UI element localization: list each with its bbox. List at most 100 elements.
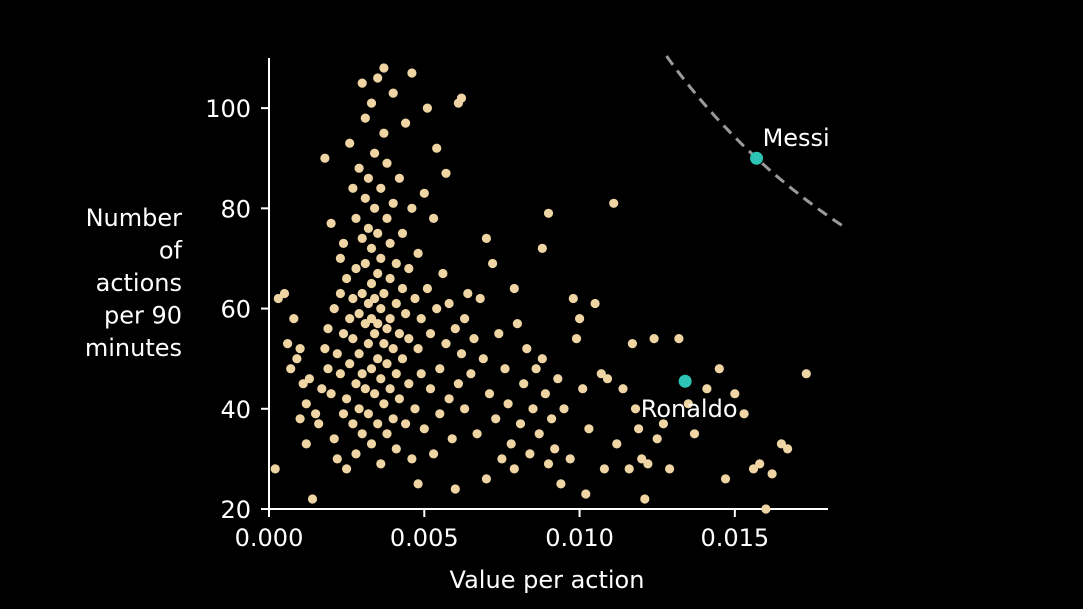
data-point — [366, 278, 377, 289]
data-point — [755, 459, 765, 469]
data-point — [348, 293, 358, 304]
data-point — [612, 439, 622, 449]
data-point — [373, 228, 383, 238]
data-point — [366, 243, 377, 253]
x-tick-label: 0.010 — [545, 524, 614, 552]
data-point — [360, 113, 370, 123]
data-point — [338, 238, 349, 248]
data-point — [366, 98, 377, 108]
y-axis-label: Number of actions per 90 minutes — [85, 204, 183, 362]
data-point — [376, 253, 386, 263]
data-point — [537, 243, 547, 253]
y-tick-label: 40 — [220, 396, 251, 424]
data-point — [528, 404, 538, 414]
data-point — [602, 374, 613, 384]
data-point — [584, 424, 594, 434]
data-point — [357, 288, 367, 299]
x-tick-label: 0.015 — [700, 524, 769, 552]
data-point — [348, 334, 358, 344]
data-point — [354, 163, 364, 173]
data-point — [739, 409, 749, 419]
data-point — [543, 459, 554, 469]
data-point — [497, 454, 507, 464]
data-point — [581, 489, 591, 499]
data-point — [397, 354, 408, 364]
data-point — [397, 283, 408, 294]
data-point — [466, 369, 476, 379]
data-point — [422, 283, 432, 294]
data-point — [410, 404, 420, 414]
data-point — [503, 399, 513, 409]
data-point — [394, 394, 404, 404]
data-point — [640, 494, 650, 504]
data-point — [394, 173, 404, 183]
data-point — [491, 414, 501, 424]
data-point — [382, 429, 392, 439]
data-point — [450, 484, 460, 494]
data-point — [382, 324, 392, 334]
axis-ticks: 0.000 0.005 0.010 0.015 20 40 60 80 100 — [205, 95, 769, 552]
data-point — [388, 88, 398, 98]
data-point — [329, 434, 339, 444]
data-point — [506, 439, 516, 449]
data-point — [665, 464, 675, 474]
data-point — [720, 474, 731, 484]
data-point — [460, 404, 470, 414]
data-point — [432, 304, 442, 314]
data-point — [512, 319, 523, 329]
data-point — [376, 374, 386, 384]
data-point — [357, 429, 367, 439]
data-point — [413, 248, 423, 258]
data-point — [385, 314, 395, 324]
highlight-point-ronaldo — [678, 374, 692, 388]
data-point — [429, 213, 439, 223]
data-point — [373, 73, 383, 83]
data-point — [559, 404, 569, 414]
data-point — [283, 339, 293, 349]
data-point — [652, 434, 662, 444]
data-point — [469, 334, 479, 344]
data-point — [702, 384, 712, 394]
data-point — [543, 208, 554, 218]
data-point — [627, 339, 638, 349]
data-point — [320, 153, 330, 163]
data-point — [391, 369, 401, 379]
data-point — [326, 389, 336, 399]
data-point — [441, 339, 451, 349]
data-point — [351, 213, 361, 223]
data-point — [419, 424, 429, 434]
x-tick-label: 0.000 — [235, 524, 304, 552]
data-point — [363, 409, 373, 419]
data-point — [422, 103, 432, 113]
data-point — [472, 429, 482, 439]
data-point — [379, 63, 389, 73]
data-point — [301, 439, 311, 449]
data-point — [596, 369, 606, 379]
data-point — [363, 298, 373, 309]
data-point — [357, 78, 367, 88]
data-point — [351, 263, 361, 274]
data-point — [776, 439, 787, 449]
data-point — [391, 298, 401, 309]
data-point — [323, 364, 333, 374]
data-point — [578, 384, 588, 394]
data-point — [481, 233, 491, 243]
data-point — [370, 389, 380, 399]
data-point — [295, 414, 305, 424]
data-point — [345, 314, 355, 324]
data-point — [550, 444, 560, 454]
data-point — [425, 329, 436, 339]
data-point — [373, 419, 383, 429]
data-point — [416, 314, 426, 324]
data-point — [345, 359, 355, 369]
data-point — [338, 409, 349, 419]
data-point — [416, 369, 426, 379]
data-point — [320, 344, 330, 354]
data-point — [444, 298, 454, 309]
data-point — [360, 384, 370, 394]
data-point — [484, 389, 495, 399]
data-point — [637, 454, 647, 464]
data-point — [286, 364, 296, 374]
data-point — [379, 399, 389, 409]
data-point — [382, 359, 392, 369]
